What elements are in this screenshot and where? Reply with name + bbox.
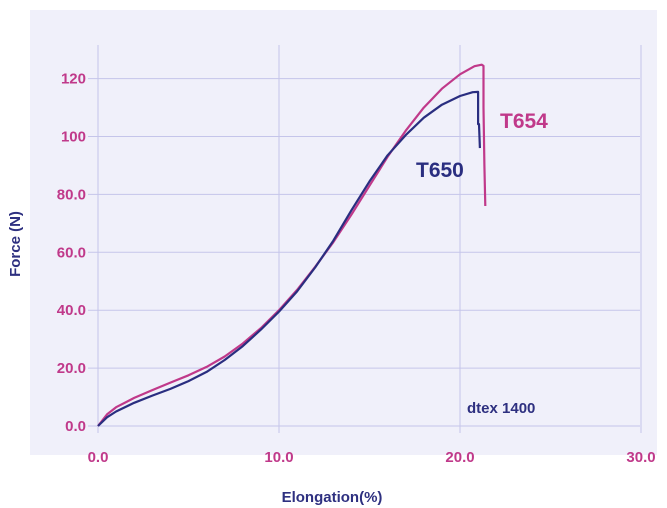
y-tick-label: 20.0 (57, 360, 86, 377)
x-axis-title: Elongation(%) (282, 489, 383, 506)
y-tick-label: 40.0 (57, 302, 86, 319)
x-tick-label: 30.0 (626, 449, 655, 466)
x-tick-label: 0.0 (88, 449, 109, 466)
y-tick-label: 120 (61, 71, 86, 88)
y-tick-label: 100 (61, 129, 86, 146)
x-tick-label: 20.0 (445, 449, 474, 466)
dtex-annotation: dtex 1400 (467, 400, 535, 417)
plot-background (30, 10, 657, 455)
y-tick-label: 60.0 (57, 244, 86, 261)
y-tick-label: 0.0 (65, 418, 86, 435)
tick-labels: 0.0 10.0 20.0 30.0 0.0 20.0 40.0 60.0 80.0 100 120 (57, 71, 656, 466)
y-tick-label: 80.0 (57, 186, 86, 203)
y-axis-title: Force (N) (7, 211, 24, 277)
series-lines (97, 63, 487, 427)
series-line-t650 (97, 90, 481, 427)
series-label-t650: T650 (416, 159, 464, 182)
series-label-t654: T654 (500, 110, 548, 133)
x-tick-label: 10.0 (264, 449, 293, 466)
